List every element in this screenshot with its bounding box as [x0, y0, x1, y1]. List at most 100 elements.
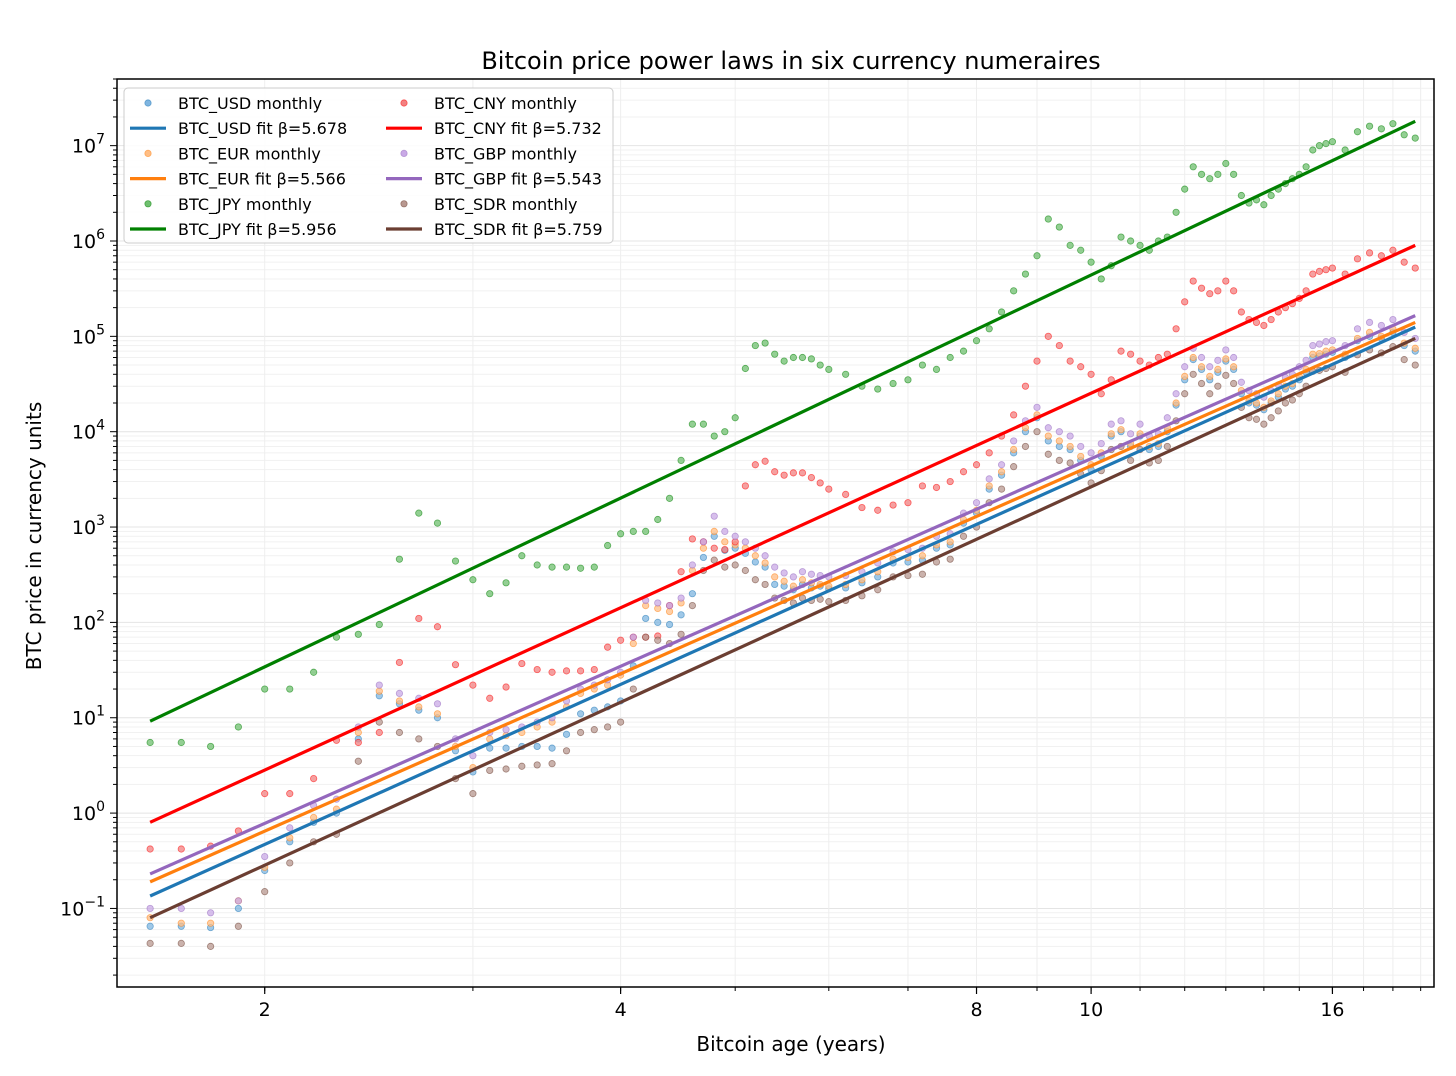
data-point: [1328, 264, 1337, 272]
legend-label: BTC_SDR monthly: [434, 195, 578, 215]
data-point: [207, 942, 215, 950]
data-point: [780, 577, 788, 585]
data-point: [1189, 370, 1197, 378]
data-point: [1044, 450, 1052, 458]
data-point: [972, 337, 981, 345]
data-point: [665, 607, 674, 616]
data-point: [918, 361, 927, 369]
data-point: [1365, 249, 1374, 257]
data-point: [771, 563, 779, 571]
data-point: [1077, 452, 1085, 461]
y-tick-label: 106: [72, 227, 105, 253]
data-point: [688, 420, 696, 428]
data-point: [395, 697, 404, 705]
data-point: [807, 570, 816, 578]
data-point: [807, 355, 816, 363]
data-point: [1066, 241, 1074, 249]
data-point: [1214, 382, 1222, 390]
legend-label: BTC_CNY fit β=5.732: [434, 119, 602, 139]
data-point: [1309, 270, 1317, 278]
data-point: [1260, 201, 1268, 209]
data-point: [617, 718, 625, 726]
legend-label: BTC_CNY monthly: [434, 94, 577, 114]
data-point: [234, 723, 242, 731]
data-point: [798, 469, 807, 477]
legend-label: BTC_EUR monthly: [178, 144, 321, 164]
data-point: [1237, 378, 1245, 386]
data-point: [932, 365, 941, 374]
legend-marker: [144, 99, 152, 107]
data-point: [751, 576, 759, 584]
data-point: [642, 614, 650, 623]
data-point: [1281, 399, 1290, 407]
data-point: [1010, 445, 1018, 454]
data-point: [1274, 390, 1282, 398]
data-point: [469, 576, 477, 584]
y-axis-label: BTC price in currency units: [22, 402, 46, 670]
data-point: [997, 468, 1006, 476]
data-point: [918, 570, 927, 578]
data-point: [1127, 456, 1135, 464]
legend-marker: [400, 200, 408, 208]
data-point: [1328, 138, 1337, 146]
data-point: [889, 501, 897, 509]
data-point: [1066, 357, 1074, 365]
data-point: [1267, 414, 1275, 422]
data-point: [1136, 357, 1144, 365]
data-point: [629, 633, 637, 641]
data-point: [261, 852, 269, 861]
data-point: [1077, 246, 1085, 254]
data-point: [946, 555, 954, 563]
data-point: [375, 681, 383, 689]
data-point: [286, 824, 294, 832]
data-point: [146, 738, 154, 747]
data-point: [415, 735, 423, 743]
data-point: [286, 790, 294, 798]
data-point: [654, 618, 662, 626]
legend-marker: [400, 99, 408, 107]
legend-marker: [144, 200, 152, 208]
data-point: [825, 365, 833, 374]
data-point: [699, 553, 708, 562]
data-point: [562, 747, 571, 755]
data-point: [1353, 128, 1362, 136]
data-point: [741, 482, 749, 490]
data-point: [177, 904, 185, 913]
data-point: [741, 566, 749, 575]
fit-line: [149, 119, 1416, 723]
data-point: [207, 919, 215, 927]
data-point: [1328, 337, 1337, 345]
data-point: [1127, 430, 1135, 438]
data-point: [761, 580, 769, 589]
data-point: [1206, 390, 1214, 398]
data-point: [1055, 437, 1063, 445]
data-point: [1010, 437, 1018, 445]
data-point: [1214, 356, 1222, 364]
data-point: [771, 468, 779, 476]
data-point: [1097, 440, 1105, 448]
data-point: [665, 602, 674, 610]
data-point: [731, 532, 739, 540]
data-point: [1033, 403, 1041, 411]
data-point: [451, 661, 460, 669]
legend-marker: [400, 149, 408, 157]
data-point: [1315, 142, 1324, 150]
data-point: [1077, 442, 1085, 451]
data-point: [1322, 338, 1330, 346]
data-point: [972, 461, 981, 469]
data-point: [710, 527, 718, 536]
data-point: [918, 552, 927, 560]
data-point: [1044, 215, 1052, 223]
y-tick-label: 103: [72, 513, 105, 539]
data-point: [761, 559, 769, 567]
data-point: [548, 668, 556, 676]
data-point: [1400, 258, 1408, 266]
data-point: [798, 576, 807, 584]
data-point: [761, 339, 769, 347]
plot-data: [146, 119, 1419, 950]
data-point: [1237, 191, 1245, 200]
x-tick-label: 16: [1320, 999, 1344, 1021]
data-point: [1309, 341, 1317, 350]
data-point: [395, 658, 404, 667]
